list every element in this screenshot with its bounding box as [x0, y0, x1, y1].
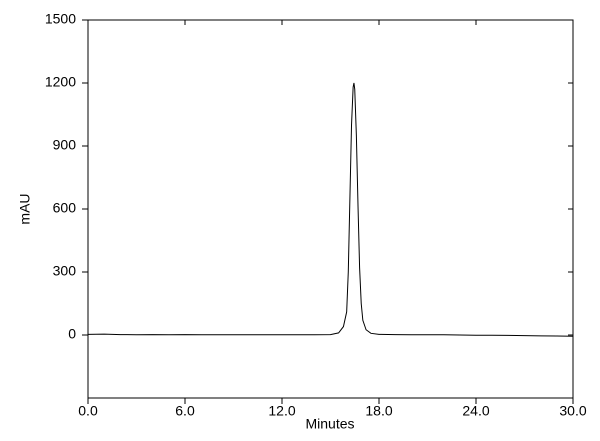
y-tick-label: 600: [53, 200, 77, 216]
y-tick-label: 0: [68, 326, 76, 342]
x-tick-label: 0.0: [78, 403, 98, 419]
x-tick-label: 30.0: [559, 403, 586, 419]
y-axis-label: mAU: [17, 193, 33, 224]
y-tick-label: 900: [53, 137, 77, 153]
data-line: [87, 82, 574, 337]
x-tick-label: 6.0: [175, 403, 195, 419]
x-tick-label: 12.0: [268, 403, 295, 419]
y-tick-label: 1500: [45, 11, 76, 27]
plot-frame: [87, 19, 574, 399]
y-tick-label: 1200: [45, 74, 76, 90]
x-tick-label: 24.0: [462, 403, 489, 419]
x-axis-label: Minutes: [305, 416, 354, 432]
y-tick-label: 300: [53, 263, 77, 279]
x-tick-label: 18.0: [365, 403, 392, 419]
